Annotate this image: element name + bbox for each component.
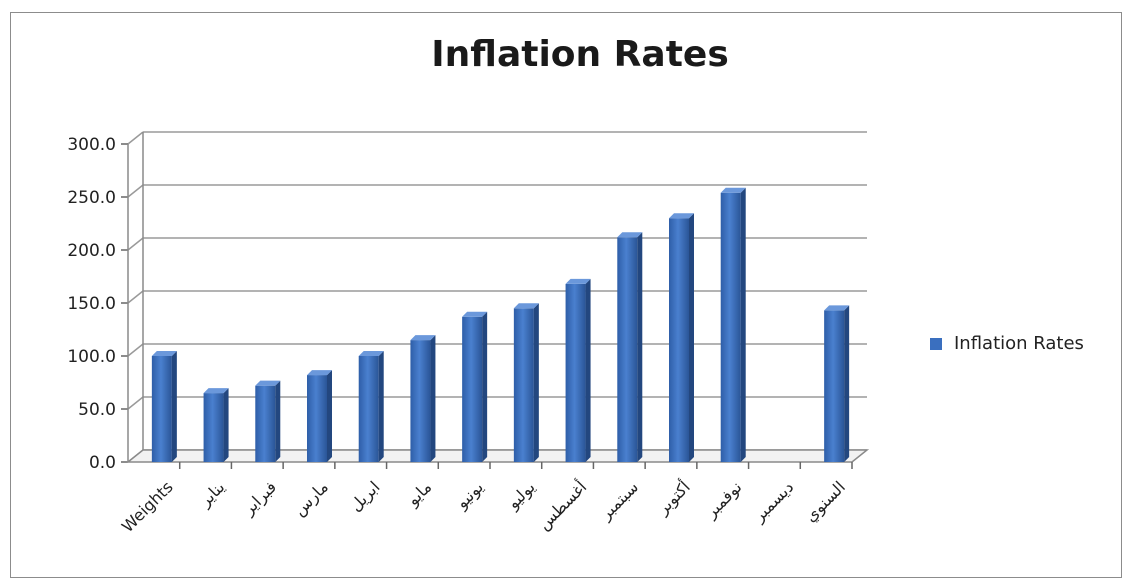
gridline-side: [127, 290, 144, 304]
bar: [462, 311, 488, 462]
bar: [203, 388, 229, 462]
bar: [617, 232, 643, 462]
bar: [720, 187, 746, 462]
y-tick-label: 150.0: [67, 294, 116, 314]
x-tick-label: سبتمبر: [595, 477, 642, 524]
bar: [255, 380, 281, 462]
x-tick-label: يناير: [195, 477, 229, 511]
bar: [824, 305, 850, 462]
bar: [151, 351, 177, 462]
gridline-side: [127, 343, 144, 357]
y-tick-label: 0.0: [89, 453, 116, 473]
bar: [410, 335, 436, 462]
bar: [307, 370, 332, 462]
x-tick-label: ابريل: [346, 477, 384, 515]
bar: [669, 213, 694, 462]
gridline-side: [127, 237, 144, 251]
y-tick-label: 250.0: [67, 188, 116, 208]
bar: [358, 351, 384, 462]
gridline-side: [127, 131, 144, 145]
y-tick-label: 300.0: [67, 135, 116, 155]
gridline-side: [127, 184, 144, 198]
y-tick-label: 100.0: [67, 347, 116, 367]
x-tick-label: يوليو: [503, 477, 540, 514]
gridline-side: [127, 396, 144, 410]
x-tick-label: ديسمبر: [749, 477, 798, 526]
x-tick-label: أكتوبر: [652, 477, 695, 520]
x-tick-label: السنوي: [801, 477, 850, 526]
legend-swatch: [930, 337, 942, 350]
chart-title: Inflation Rates: [431, 34, 729, 75]
legend-label: Inflation Rates: [954, 333, 1084, 354]
x-tick-label: مايو: [403, 477, 436, 510]
legend: Inflation Rates: [930, 333, 1084, 354]
x-tick-label: أغسطس: [533, 477, 591, 535]
x-tick-label: يونيو: [451, 477, 487, 513]
bar: [565, 278, 591, 462]
chart-floor: [125, 449, 870, 463]
x-tick-label: نوفمبر: [701, 477, 746, 522]
x-tick-label: Weights: [118, 477, 177, 536]
x-tick-label: مارس: [290, 477, 333, 520]
y-tick-label: 50.0: [78, 400, 116, 420]
x-tick-label: فبراير: [238, 477, 280, 519]
bar: [513, 303, 539, 462]
y-tick-label: 200.0: [67, 241, 116, 261]
